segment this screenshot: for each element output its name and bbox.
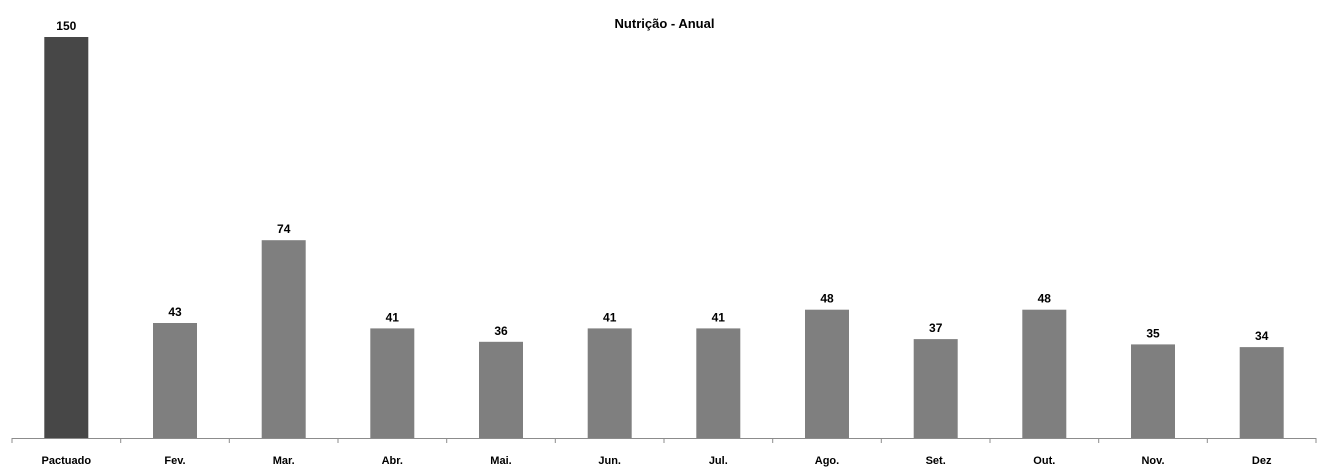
x-tick-label: Jul.	[709, 455, 728, 467]
data-label: 150	[56, 19, 76, 33]
x-tick-label: Mar.	[273, 455, 295, 467]
bar-out	[1022, 309, 1067, 438]
x-tick-label: Dez	[1252, 455, 1272, 467]
data-label: 36	[494, 324, 508, 338]
bar-mar	[261, 240, 306, 438]
bar-abr	[370, 328, 415, 438]
data-label: 43	[168, 305, 182, 319]
x-tick-label: Set.	[926, 455, 946, 467]
x-tick-label: Abr.	[382, 455, 403, 467]
bar-jul	[696, 328, 741, 438]
x-tick-label: Jun.	[598, 455, 621, 467]
data-label: 34	[1255, 329, 1269, 343]
bar-dez	[1239, 347, 1284, 438]
data-label: 37	[929, 321, 943, 335]
bar-fev	[153, 323, 197, 438]
x-tick-label: Ago.	[815, 455, 839, 467]
bar-set	[913, 339, 958, 438]
data-label: 41	[386, 310, 400, 324]
bar-nov	[1131, 344, 1175, 438]
data-label: 35	[1146, 326, 1160, 340]
x-tick-label: Out.	[1033, 455, 1055, 467]
data-label: 74	[277, 222, 291, 236]
data-label: 48	[1038, 292, 1052, 306]
x-tick-label: Fev.	[164, 455, 185, 467]
bar-ago	[805, 309, 849, 438]
data-label: 41	[603, 310, 617, 324]
bar-pactuado	[44, 37, 89, 438]
x-tick-label: Pactuado	[42, 455, 92, 467]
x-tick-label: Nov.	[1141, 455, 1164, 467]
bar-mai	[479, 341, 523, 438]
chart-title: Nutrição - Anual	[614, 16, 715, 31]
data-label: 41	[712, 310, 726, 324]
data-label: 48	[820, 292, 834, 306]
x-tick-label: Mai.	[490, 455, 511, 467]
bar-jun	[587, 328, 632, 438]
